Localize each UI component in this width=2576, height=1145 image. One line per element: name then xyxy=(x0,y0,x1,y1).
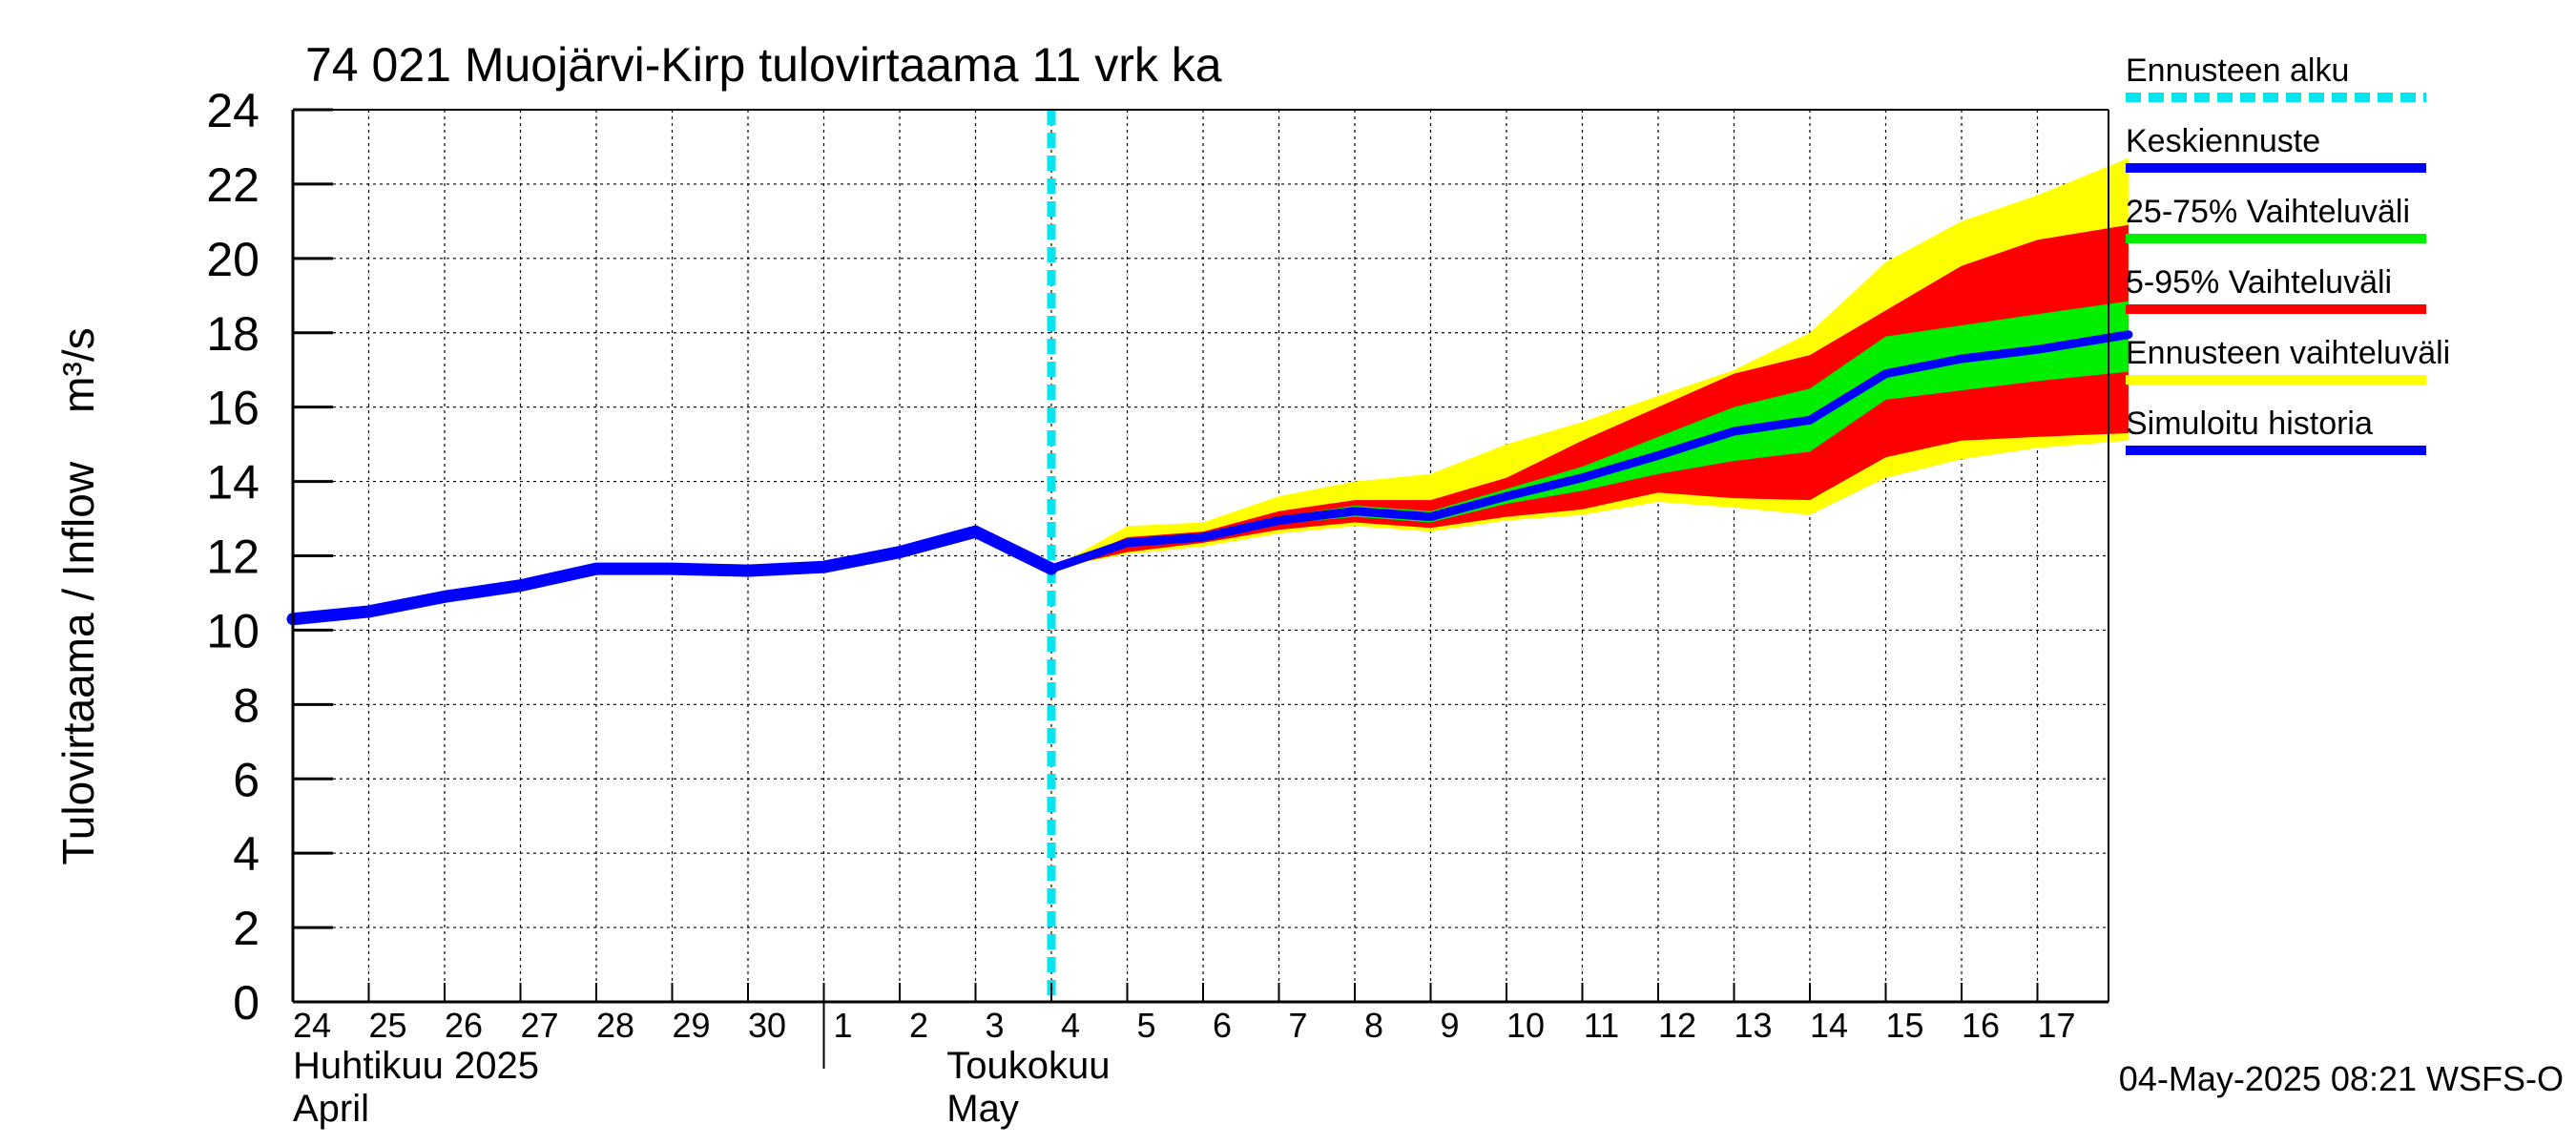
month-label-fi: Toukokuu xyxy=(946,1045,1110,1087)
plot-area xyxy=(286,109,2133,1003)
band-5-95 xyxy=(1051,224,2129,570)
y-tick-label: 18 xyxy=(206,307,260,361)
y-tick-label: 24 xyxy=(206,84,260,137)
y-tick-label: 20 xyxy=(206,233,260,286)
y-tick-label: 6 xyxy=(233,753,260,806)
x-tick-label: 7 xyxy=(1288,1006,1307,1045)
y-tick-label: 14 xyxy=(206,456,260,510)
legend-label: Ennusteen vaihteluväli xyxy=(2126,335,2450,371)
y-tick-label: 0 xyxy=(233,976,260,1030)
series-keskiennuste xyxy=(1047,330,2133,573)
x-tick-label: 24 xyxy=(293,1006,331,1045)
y-tick-label: 4 xyxy=(233,827,260,881)
month-label-en: April xyxy=(293,1088,369,1130)
x-tick-label: 3 xyxy=(985,1006,1004,1045)
x-tick-label: 11 xyxy=(1584,1006,1619,1045)
x-tick-label: 27 xyxy=(520,1006,558,1045)
y-tick-label: 16 xyxy=(206,382,260,435)
y-tick-label: 12 xyxy=(206,531,260,584)
timestamp-footer: 04-May-2025 08:21 WSFS-O xyxy=(2119,1059,2564,1098)
legend-label: 25-75% Vaihteluväli xyxy=(2126,194,2410,230)
x-tick-label: 29 xyxy=(672,1006,710,1045)
x-tick-label: 9 xyxy=(1440,1006,1459,1045)
x-tick-label: 26 xyxy=(445,1006,483,1045)
x-tick-label: 16 xyxy=(1962,1006,2000,1045)
x-tick-label: 6 xyxy=(1213,1006,1232,1045)
legend-label: Simuloitu historia xyxy=(2126,406,2373,442)
month-label-en: May xyxy=(946,1088,1019,1130)
x-tick-label: 13 xyxy=(1734,1006,1772,1045)
x-tick-label: 4 xyxy=(1061,1006,1080,1045)
band-25-75 xyxy=(1051,301,2129,570)
x-tick-label: 5 xyxy=(1136,1006,1155,1045)
chart-title: 74 021 Muojärvi-Kirp tulovirtaama 11 vrk… xyxy=(305,38,1222,92)
x-tick-label: 15 xyxy=(1885,1006,1923,1045)
legend-label: Keskiennuste xyxy=(2126,123,2320,159)
x-tick-label: 30 xyxy=(748,1006,786,1045)
x-tick-label: 1 xyxy=(833,1006,852,1045)
y-axis-label: Tulovirtaama / Inflow m³/s xyxy=(53,327,103,864)
legend-label: 5-95% Vaihteluväli xyxy=(2126,264,2392,301)
y-tick-label: 2 xyxy=(233,902,260,955)
series-simuloitu-historia xyxy=(286,525,1058,626)
month-label-fi: Huhtikuu 2025 xyxy=(293,1045,539,1087)
x-tick-label: 10 xyxy=(1506,1006,1545,1045)
x-tick-label: 8 xyxy=(1364,1006,1383,1045)
x-tick-label: 17 xyxy=(2037,1006,2075,1045)
x-tick-label: 12 xyxy=(1658,1006,1696,1045)
legend-label: Ennusteen alku xyxy=(2126,52,2349,89)
legend: Ennusteen alku Keskiennuste 25-75% Vaihtel… xyxy=(2126,52,2450,455)
y-tick-label: 10 xyxy=(206,604,260,657)
y-tick-label: 8 xyxy=(233,678,260,732)
y-tick-label: 22 xyxy=(206,158,260,212)
x-tick-label: 28 xyxy=(596,1006,634,1045)
x-tick-label: 2 xyxy=(909,1006,928,1045)
x-tick-label: 14 xyxy=(1810,1006,1848,1045)
x-tick-label: 25 xyxy=(368,1006,406,1045)
